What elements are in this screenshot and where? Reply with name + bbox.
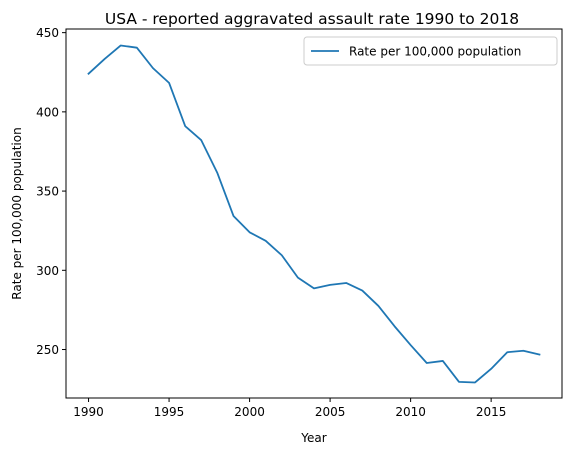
plot-area [65,28,563,399]
y-tick-label: 450 [36,26,59,40]
y-tick-label: 350 [36,185,59,199]
x-tick-label: 2015 [476,405,507,419]
x-axis: 1990 1995 2000 2005 2010 2015 [73,398,506,419]
x-axis-label: Year [300,431,326,445]
y-tick-label: 250 [36,343,59,357]
series-layer [87,44,541,384]
legend: Rate per 100,000 population [303,36,558,66]
y-tick-label: 300 [36,264,59,278]
y-axis: 250 300 350 400 450 [36,26,66,357]
legend-label: Rate per 100,000 population [349,45,521,59]
legend-box [303,36,558,66]
y-axis-label: Rate per 100,000 population [10,127,24,299]
y-tick-label: 400 [36,105,59,119]
series-line [87,44,541,384]
x-tick-label: 2010 [395,405,426,419]
chart-title: USA - reported aggravated assault rate 1… [105,10,519,28]
x-tick-label: 2005 [315,405,346,419]
x-tick-label: 2000 [234,405,265,419]
x-tick-label: 1990 [73,405,104,419]
x-tick-label: 1995 [154,405,185,419]
